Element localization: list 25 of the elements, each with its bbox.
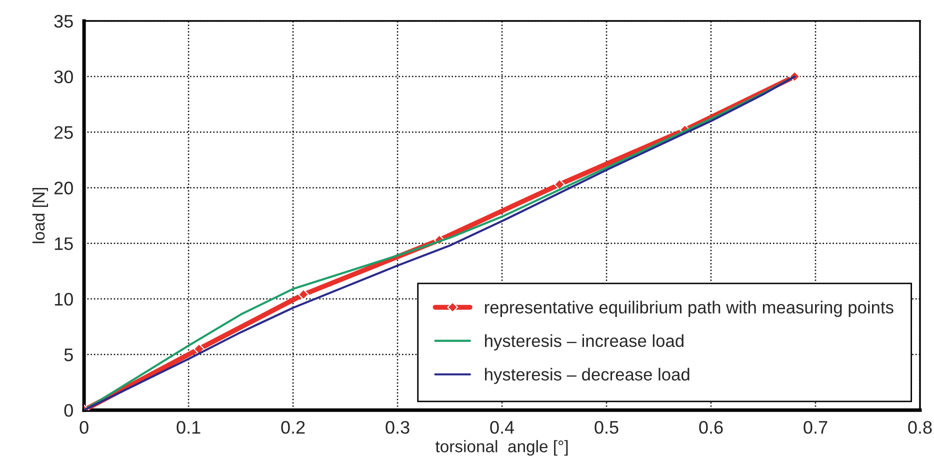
x-axis-title: torsional angle [°]: [435, 440, 568, 456]
legend-label: hysteresis – decrease load: [485, 368, 690, 384]
x-tick-label: 0.7: [804, 420, 828, 434]
x-tick-label: 0.1: [176, 420, 200, 434]
x-tick-label: 0.5: [594, 420, 618, 434]
y-tick-label: 35: [54, 14, 73, 28]
y-tick-label: 20: [54, 182, 73, 194]
x-tick-label: 0.4: [490, 420, 514, 434]
x-tick-label: 0.2: [281, 420, 305, 434]
y-tick-label: 30: [54, 70, 73, 84]
y-tick-label: 5: [64, 348, 73, 362]
x-tick-label: 0: [80, 420, 88, 434]
point: [554, 178, 565, 190]
y-tick-label: 25: [54, 126, 73, 139]
point: [194, 344, 204, 354]
x-tick-label: 0.6: [699, 420, 723, 434]
y-tick-label: 15: [54, 237, 73, 250]
y-tick-label: 0: [64, 404, 73, 417]
y-tick-label: 10: [54, 292, 73, 306]
point: [298, 289, 309, 300]
legend-label: hysteresis – increase load: [485, 334, 684, 350]
x-tick-label: 0.8: [908, 420, 932, 434]
y-axis-title: load [N]: [32, 188, 48, 244]
legend-label: representative equilibrium path with measuring points: [485, 300, 894, 317]
x-tick-label: 0.3: [386, 420, 410, 434]
